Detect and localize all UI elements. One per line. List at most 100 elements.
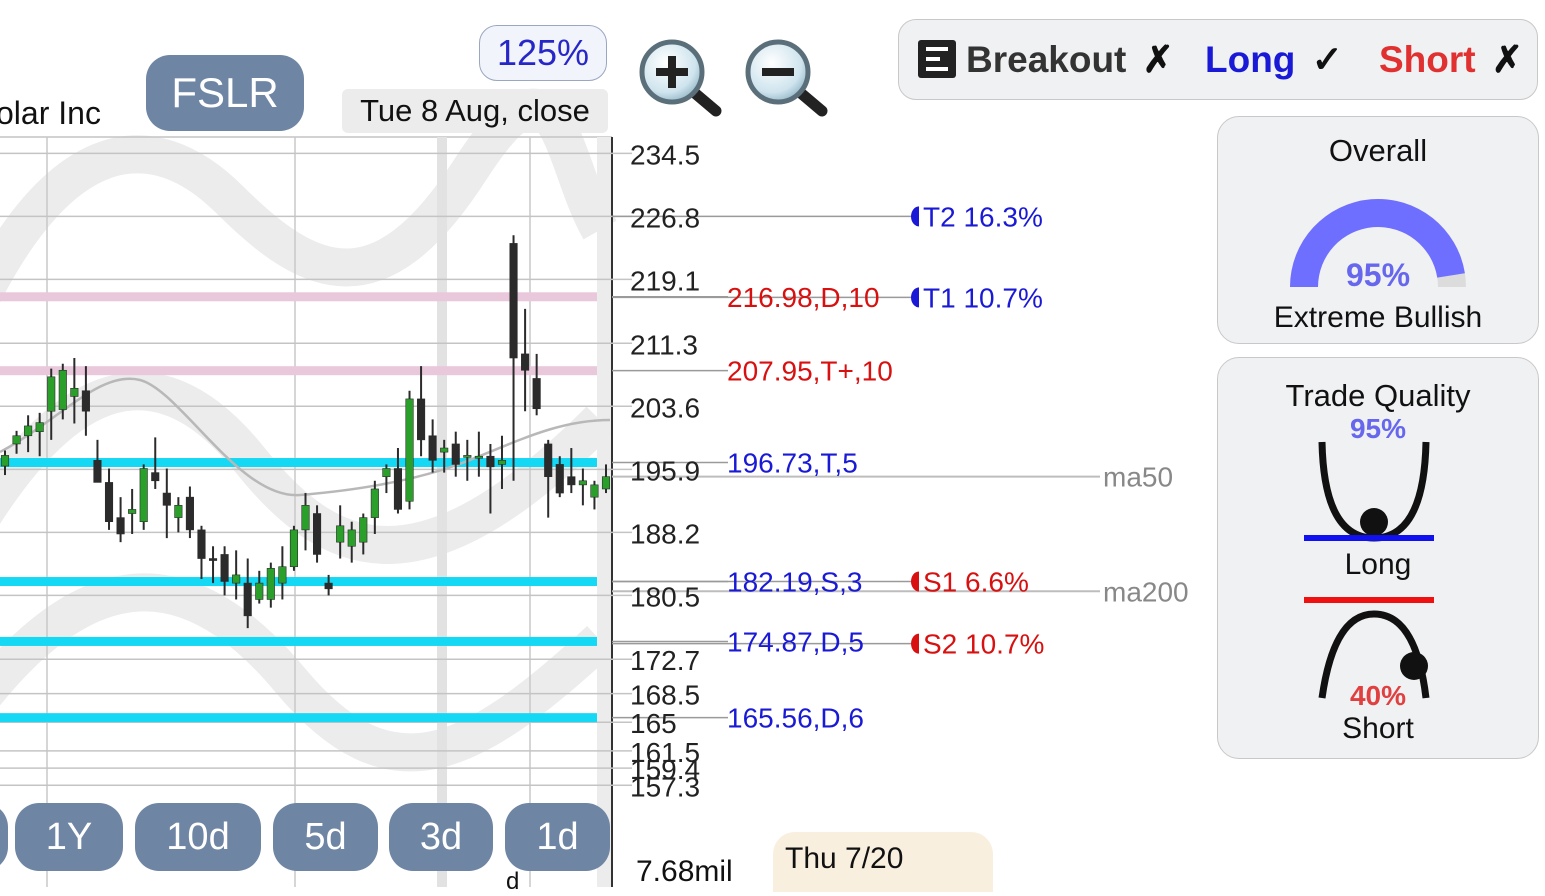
stop-label: S2 10.7% [923, 629, 1044, 660]
timeframe-10d-button[interactable]: 10d [135, 803, 261, 871]
candle-body [509, 243, 518, 359]
level-leader-lines [612, 215, 1100, 719]
candle-body [116, 517, 125, 535]
long-quality-percent: 95% [1349, 413, 1407, 444]
cross-icon: ✗ [1142, 39, 1174, 80]
quality-curves-icon [1304, 441, 1434, 699]
volume-label: 7.68mil [636, 855, 733, 888]
timeframe-3d-button[interactable]: 3d [389, 803, 493, 871]
strategy-breakout[interactable]: Breakout ✗ [966, 39, 1174, 80]
strategy-bar: Breakout ✗ Long ✓ Short ✗ [898, 19, 1538, 100]
candle-body [521, 353, 530, 371]
candle-body [185, 496, 194, 531]
candle-body [278, 566, 287, 584]
candle-body [370, 488, 379, 518]
candle-body [266, 568, 275, 600]
menu-icon[interactable] [918, 40, 956, 78]
zoom-in-icon[interactable] [632, 37, 724, 117]
ma50-line [0, 377, 611, 497]
date-label: Tue 8 Aug, close [342, 89, 608, 133]
sr-level-label: 207.95,T+,10 [727, 356, 893, 387]
candle-body [0, 455, 10, 467]
candle-body [197, 529, 206, 559]
ma-label: ma50 [1103, 462, 1173, 493]
day-marker: d [506, 868, 520, 895]
strategy-long[interactable]: Long ✓ [1205, 39, 1343, 80]
timeframe-partial-button[interactable] [0, 803, 8, 871]
overall-title: Overall [1328, 133, 1428, 168]
support-resistance-zones [0, 292, 597, 723]
sr-level-label: 182.19,S,3 [727, 567, 862, 598]
candlesticks [0, 235, 611, 629]
y-tick-label: 180.5 [630, 581, 700, 612]
y-tick-label: 234.5 [630, 139, 700, 170]
watermark-swoosh [0, 88, 617, 772]
company-name: olar Inc [0, 95, 101, 131]
sr-zone-band [0, 713, 597, 723]
zoom-out-icon[interactable] [738, 37, 830, 117]
short-label: Short [1342, 712, 1414, 745]
trade-quality-card: Trade Quality 95% Long 40% Short [1217, 357, 1539, 759]
candle-body [255, 582, 264, 600]
current-bar-highlight [597, 137, 612, 887]
candle-body [474, 455, 483, 459]
candle-body [232, 574, 241, 584]
candle-body [417, 398, 426, 441]
stop-marker-icon [911, 571, 919, 592]
timeframe-1y-button[interactable]: 1Y [15, 803, 123, 871]
candle-body [220, 554, 229, 582]
candle-body [393, 468, 403, 510]
ticker-button[interactable]: FSLR [146, 55, 304, 131]
y-tick-label: 168.5 [630, 680, 700, 711]
candle-body [532, 378, 541, 410]
candle-body [24, 425, 33, 437]
y-tick-label: 211.3 [630, 329, 698, 360]
candle-body [162, 492, 171, 506]
candle-body [151, 472, 160, 482]
stop-marker-icon [911, 633, 919, 654]
candle-body [104, 482, 114, 523]
y-tick-label: 172.7 [630, 645, 700, 676]
moving-average-lines [0, 377, 611, 497]
candle-body [544, 443, 553, 477]
sr-zone-band [0, 458, 597, 468]
level-labels: ma50 ma200 216.98,D,10 207.95,T+,10 196.73,T… [727, 201, 1189, 733]
candle-body [578, 480, 587, 486]
candle-body [336, 525, 345, 543]
y-tick-label: 157.3 [630, 771, 700, 802]
short-quality-percent: 40% [1349, 680, 1407, 711]
sr-zone-band [0, 292, 597, 302]
candle-body [70, 387, 79, 397]
y-tick-label: 195.9 [630, 455, 700, 486]
timeframe-5d-button[interactable]: 5d [273, 803, 378, 871]
strategy-short[interactable]: Short ✗ [1379, 39, 1523, 80]
y-tick-label: 219.1 [630, 265, 700, 296]
candle-body [12, 435, 21, 445]
sr-level-label: 174.87,D,5 [727, 626, 864, 657]
overall-card: Overall 95% Extreme Bullish [1217, 116, 1539, 344]
price-axis: 234.5 226.8 219.1 211.3 203.6 195.9 188.2 180.5… [630, 139, 700, 802]
cross-icon: ✗ [1491, 39, 1523, 80]
candle-body [405, 398, 414, 502]
y-tick-label: 161.5 [630, 737, 700, 768]
target-label: T2 16.3% [923, 201, 1043, 232]
candle-body [58, 369, 67, 410]
long-label: Long [1344, 548, 1412, 581]
zoom-level-badge: 125% [479, 25, 607, 81]
candle-body [440, 447, 449, 453]
candle-body [128, 509, 137, 514]
candle-body [347, 529, 356, 547]
timeframe-1d-button[interactable]: 1d [505, 803, 610, 871]
sr-zone-band [0, 577, 597, 587]
candle-body [289, 529, 298, 568]
overall-verdict: Extreme Bullish [1273, 301, 1483, 334]
candle-body [174, 505, 183, 518]
candle-body [463, 455, 472, 458]
target-label: T1 10.7% [923, 282, 1043, 313]
y-tick-label: 165 [630, 708, 677, 739]
candle-body [35, 422, 44, 432]
stop-label: S1 6.6% [923, 566, 1029, 597]
candle-body [93, 460, 102, 483]
candle-body [359, 517, 368, 543]
candle-body [243, 582, 252, 617]
